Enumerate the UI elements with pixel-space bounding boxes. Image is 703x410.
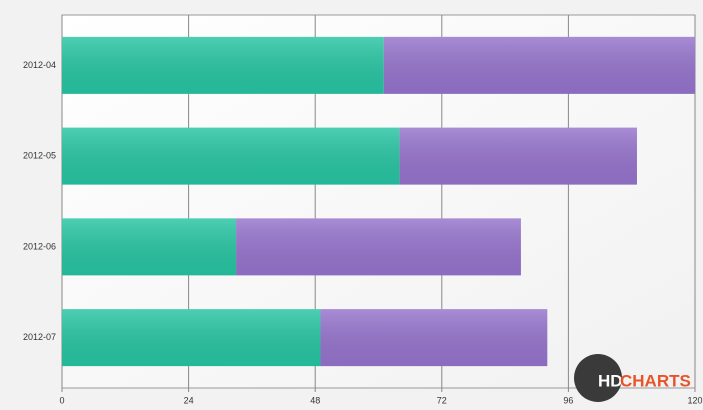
y-tick-label: 2012-07	[23, 332, 56, 342]
watermark-logo	[574, 354, 622, 402]
y-tick-label: 2012-06	[23, 241, 56, 251]
bar-shine	[62, 36, 384, 94]
watermark: HD CHARTS	[574, 354, 691, 402]
bar-shine	[62, 218, 237, 276]
plot: 0 24 48 72 96 120 2012-04 2012-05 2012-06 2012-07	[23, 15, 703, 405]
bar-shine	[383, 36, 695, 94]
x-tick-label: 120	[687, 395, 702, 405]
bar-shine	[236, 218, 521, 276]
bar-shine	[320, 309, 548, 367]
x-tick-label: 48	[310, 395, 320, 405]
y-tick-label: 2012-05	[23, 151, 56, 161]
x-tick-label: 96	[563, 395, 573, 405]
watermark-text: CHARTS	[620, 371, 691, 390]
bar-shine	[62, 127, 400, 185]
x-tick-label: 24	[184, 395, 194, 405]
bar-shine	[62, 309, 321, 367]
y-tick-label: 2012-04	[23, 60, 56, 70]
x-tick-label: 72	[437, 395, 447, 405]
watermark-prefix: HD	[598, 371, 623, 390]
x-tick-label: 0	[59, 395, 64, 405]
bar-shine	[399, 127, 637, 185]
